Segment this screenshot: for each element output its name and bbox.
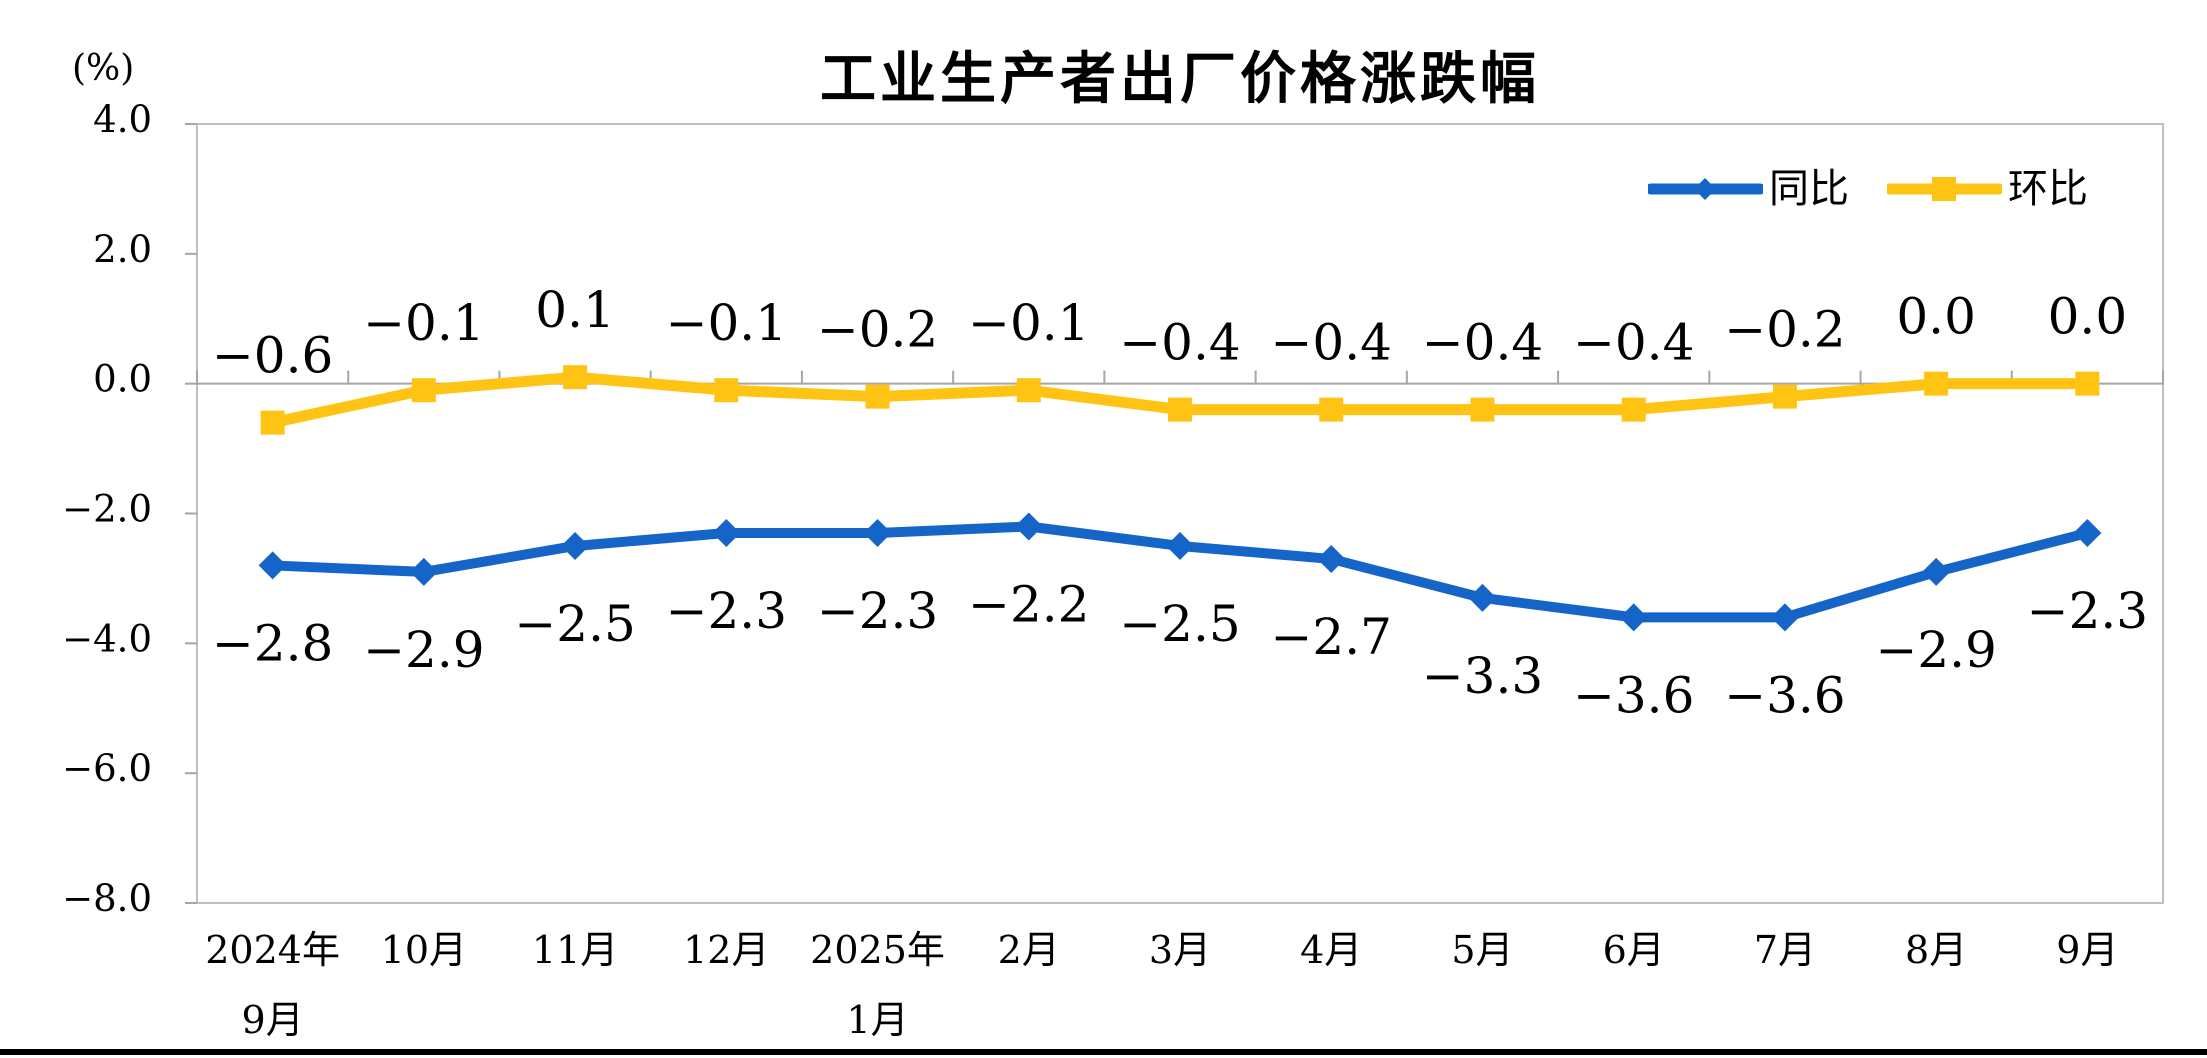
data-point-yoy xyxy=(712,518,741,547)
data-label-yoy: −2.3 xyxy=(2027,582,2148,640)
data-label-mom: −0.6 xyxy=(212,327,333,385)
mom-line-swatch-icon xyxy=(1887,177,2002,201)
data-point-mom xyxy=(1168,397,1192,422)
data-point-yoy xyxy=(2073,518,2102,547)
y-axis-label: 0.0 xyxy=(93,358,152,401)
data-label-yoy: −2.8 xyxy=(212,614,333,672)
x-axis-label: 10月 xyxy=(381,928,467,972)
data-label-yoy: −3.6 xyxy=(1573,666,1694,724)
y-axis: 4.0 2.0 0.0 −2.0 −4.0 −6.0 −8.0 xyxy=(62,98,197,920)
data-point-yoy xyxy=(1468,583,1497,612)
data-label-yoy: −3.3 xyxy=(1422,647,1543,705)
data-label-yoy: −2.3 xyxy=(666,582,787,640)
x-axis-label: 8月 xyxy=(1905,928,1967,972)
x-axis: 2024年 9月 10月 11月 12月 2025年 1月 2月 3月 4月 5月 6月 7月 8月 9月 xyxy=(196,370,2164,1042)
data-point-mom xyxy=(1319,397,1344,422)
x-axis-label: 9月 xyxy=(242,998,304,1042)
y-axis-label: −2.0 xyxy=(62,488,152,531)
data-label-mom: 0.0 xyxy=(2048,288,2128,346)
x-axis-label: 7月 xyxy=(1754,928,1816,972)
data-label-yoy: −2.3 xyxy=(817,582,938,640)
data-label-mom: −0.4 xyxy=(1422,314,1543,372)
data-point-yoy xyxy=(1014,512,1043,541)
y-axis-label: −8.0 xyxy=(62,877,152,920)
data-point-yoy xyxy=(1317,544,1346,573)
data-label-mom: 0.0 xyxy=(1896,288,1976,346)
data-point-yoy xyxy=(1619,603,1648,632)
y-axis-label: 2.0 xyxy=(93,228,152,271)
y-axis-label: −4.0 xyxy=(62,617,152,660)
data-point-mom xyxy=(865,384,890,409)
y-axis-unit-label: (%) xyxy=(72,48,135,89)
data-point-mom xyxy=(1621,397,1646,422)
data-label-mom: −0.4 xyxy=(1573,314,1694,372)
data-label-mom: 0.1 xyxy=(535,281,615,339)
data-label-yoy: −2.9 xyxy=(1875,621,1996,679)
x-axis-label: 1月 xyxy=(846,998,908,1042)
data-point-mom xyxy=(1470,397,1495,422)
data-label-mom: −0.4 xyxy=(1271,314,1392,372)
legend-marker-square-icon xyxy=(1932,177,1956,201)
legend-item-yoy: 同比 xyxy=(1648,166,1849,212)
data-point-yoy xyxy=(561,531,590,560)
x-axis-label: 6月 xyxy=(1603,928,1665,972)
data-point-yoy xyxy=(1770,603,1799,632)
x-axis-label: 4月 xyxy=(1300,928,1362,972)
series-mom: −0.6−0.1 0.1 −0.1 −0.2 −0.1 −0.4 −0.4 −0.4 −0.4−… xyxy=(212,281,2128,435)
data-label-mom: −0.2 xyxy=(817,301,938,359)
plot-border xyxy=(196,123,2164,904)
x-axis-label: 2024年 xyxy=(205,928,340,972)
data-point-yoy xyxy=(409,557,438,586)
data-point-mom xyxy=(563,365,588,390)
data-label-yoy: −2.5 xyxy=(514,595,635,653)
legend-label-yoy: 同比 xyxy=(1769,166,1849,212)
data-label-mom: −0.1 xyxy=(363,294,484,352)
x-axis-label: 9月 xyxy=(2056,928,2118,972)
data-label-yoy: −2.2 xyxy=(968,575,1089,633)
data-point-mom xyxy=(411,378,436,403)
yoy-line-swatch-icon xyxy=(1648,178,1763,200)
x-axis-label: 12月 xyxy=(683,928,769,972)
x-axis-label: 3月 xyxy=(1149,928,1211,972)
data-point-yoy xyxy=(1166,531,1194,560)
data-point-mom xyxy=(714,378,739,403)
data-label-mom: −0.1 xyxy=(968,294,1089,352)
data-label-yoy: −3.6 xyxy=(1724,666,1845,724)
x-axis-label: 2025年 xyxy=(810,928,945,972)
data-label-mom: −0.4 xyxy=(1119,314,1240,372)
series-yoy: −2.8 −2.9 −2.5 −2.3 −2.3 −2.2 −2.5 −2.7 −3.3 −3.6… xyxy=(212,512,2148,724)
data-label-yoy: −2.7 xyxy=(1271,608,1392,666)
data-label-mom: −0.1 xyxy=(666,294,787,352)
x-axis-label: 11月 xyxy=(532,928,618,972)
chart-title: 工业生产者出厂价格涨跌幅 xyxy=(820,47,1540,112)
data-point-mom xyxy=(1016,378,1041,403)
x-axis-label: 2月 xyxy=(998,928,1060,972)
data-label-mom: −0.2 xyxy=(1724,301,1845,359)
data-point-mom xyxy=(260,410,285,435)
legend-marker-diamond-icon xyxy=(1694,178,1716,200)
data-point-mom xyxy=(2075,371,2100,396)
data-point-mom xyxy=(1772,384,1797,409)
legend-item-mom: 环比 xyxy=(1887,166,2088,212)
data-label-yoy: −2.9 xyxy=(363,621,484,679)
data-point-yoy xyxy=(258,551,287,580)
y-axis-label: 4.0 xyxy=(93,98,152,141)
bottom-divider xyxy=(0,1049,2207,1055)
y-axis-label: −6.0 xyxy=(62,747,152,790)
data-point-mom xyxy=(1924,371,1949,396)
data-label-yoy: −2.5 xyxy=(1119,595,1240,653)
legend: 同比 环比 xyxy=(1648,166,2088,212)
legend-label-mom: 环比 xyxy=(2008,166,2088,212)
data-point-yoy xyxy=(863,518,892,547)
data-point-yoy xyxy=(1922,557,1951,586)
x-axis-label: 5月 xyxy=(1451,928,1513,972)
